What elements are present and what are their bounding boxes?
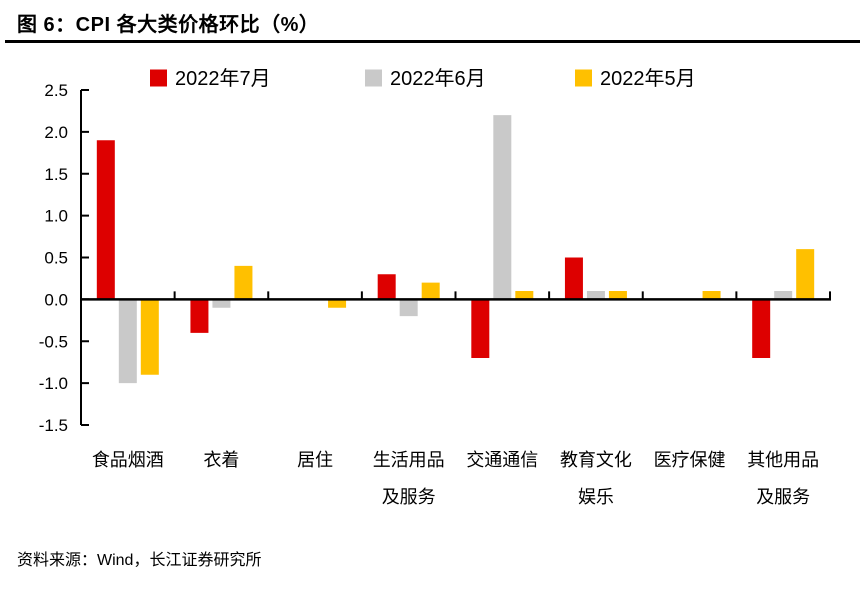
y-tick-label: 0.5	[44, 249, 68, 268]
bar-series2-cat5	[608, 291, 627, 300]
bar-series1-cat4	[493, 115, 512, 300]
x-category-label: 生活用品及服务	[373, 450, 445, 507]
bar-series2-cat7	[796, 249, 815, 300]
x-category-label: 居住	[297, 450, 333, 470]
x-category-label: 交通通信	[466, 450, 538, 470]
figure-title: 图 6：CPI 各大类价格环比（%）	[17, 14, 320, 36]
y-tick-label: 2.5	[44, 81, 68, 100]
bar-series2-cat0	[140, 299, 159, 375]
y-tick-label: -1.5	[39, 416, 68, 435]
bar-series0-cat5	[564, 257, 583, 300]
y-tick-label: -0.5	[39, 332, 68, 351]
title-divider	[5, 40, 860, 43]
bar-series0-cat7	[752, 299, 771, 358]
bar-series2-cat3	[421, 282, 440, 300]
bar-series2-cat6	[702, 291, 721, 300]
source-note: 资料来源：Wind，长江证券研究所	[17, 552, 262, 569]
bar-series1-cat7	[774, 291, 793, 300]
bar-series0-cat0	[96, 140, 115, 300]
legend-label-2: 2022年5月	[600, 67, 696, 90]
bar-series2-cat1	[234, 265, 253, 300]
bar-series0-cat3	[377, 274, 396, 300]
bar-series1-cat0	[118, 299, 137, 384]
y-tick-label: -1.0	[39, 374, 68, 393]
y-tick-label: 1.5	[44, 165, 68, 184]
cpi-category-mom-bar-chart: -1.5 -1.0 -0.5 0.0 0.5 1.0 1.5 2.0 2.5 食品烟酒 衣着 居住 生活…	[39, 67, 831, 507]
legend-swatch-0	[150, 69, 167, 87]
x-category-label: 其他用品及服务	[747, 450, 819, 507]
y-tick-label: 0.0	[44, 290, 68, 309]
bar-series2-cat2	[328, 299, 347, 308]
legend-swatch-1	[365, 69, 382, 87]
x-category-label: 教育文化娱乐	[560, 450, 632, 507]
x-category-label: 医疗保健	[654, 450, 726, 470]
bar-series1-cat3	[399, 299, 418, 317]
y-tick-label: 2.0	[44, 123, 68, 142]
y-tick-label: 1.0	[44, 207, 68, 226]
x-category-label: 食品烟酒	[92, 450, 164, 470]
legend-label-0: 2022年7月	[175, 67, 271, 90]
bar-series0-cat1	[190, 299, 209, 333]
legend-swatch-2	[575, 69, 592, 87]
legend-label-1: 2022年6月	[390, 67, 486, 90]
bar-series2-cat4	[515, 291, 534, 300]
bar-series0-cat4	[471, 299, 490, 358]
x-category-label: 衣着	[203, 450, 239, 470]
bar-series1-cat5	[586, 291, 605, 300]
bar-series1-cat1	[212, 299, 231, 308]
